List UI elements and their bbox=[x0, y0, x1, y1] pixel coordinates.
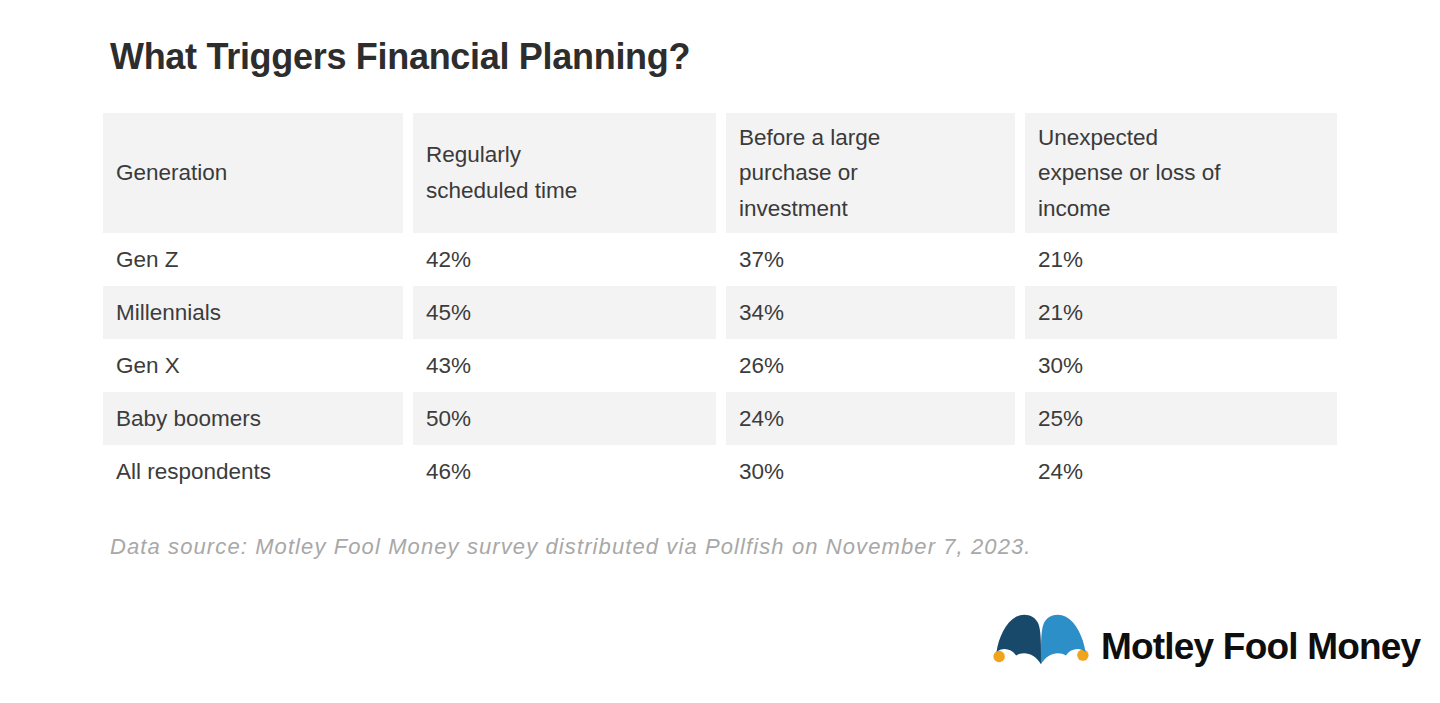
table-cell: 34% bbox=[726, 286, 1015, 339]
row-label: All respondents bbox=[103, 445, 403, 498]
table-cell: 50% bbox=[413, 392, 716, 445]
table-cell: 42% bbox=[413, 233, 716, 286]
table-cell: 21% bbox=[1025, 233, 1337, 286]
table-cell: 37% bbox=[726, 233, 1015, 286]
table-cell: 26% bbox=[726, 339, 1015, 392]
table-cell: 30% bbox=[1025, 339, 1337, 392]
table-cell: 46% bbox=[413, 445, 716, 498]
column-header-unexpected-expense: Unexpected expense or loss of income bbox=[1025, 113, 1337, 233]
table-cell: 30% bbox=[726, 445, 1015, 498]
brand-name-text: Motley Fool Money bbox=[1101, 626, 1420, 670]
table-cell: 24% bbox=[1025, 445, 1337, 498]
infographic-canvas: What Triggers Financial Planning? Genera… bbox=[0, 0, 1440, 703]
page-title: What Triggers Financial Planning? bbox=[110, 36, 690, 78]
row-label: Gen Z bbox=[103, 233, 403, 286]
triggers-table: Generation Regularly scheduled time Befo… bbox=[103, 113, 1337, 498]
table-cell: 25% bbox=[1025, 392, 1337, 445]
table-cell: 43% bbox=[413, 339, 716, 392]
row-label: Baby boomers bbox=[103, 392, 403, 445]
column-header-generation: Generation bbox=[103, 113, 403, 233]
jester-hat-icon bbox=[993, 608, 1089, 670]
table-cell: 45% bbox=[413, 286, 716, 339]
motley-fool-money-logo: Motley Fool Money bbox=[993, 604, 1420, 670]
column-header-before-purchase: Before a large purchase or investment bbox=[726, 113, 1015, 233]
table-cell: 24% bbox=[726, 392, 1015, 445]
column-header-regularly-scheduled: Regularly scheduled time bbox=[413, 113, 716, 233]
row-label: Gen X bbox=[103, 339, 403, 392]
table-cell: 21% bbox=[1025, 286, 1337, 339]
row-label: Millennials bbox=[103, 286, 403, 339]
data-source-note: Data source: Motley Fool Money survey di… bbox=[110, 534, 1032, 560]
